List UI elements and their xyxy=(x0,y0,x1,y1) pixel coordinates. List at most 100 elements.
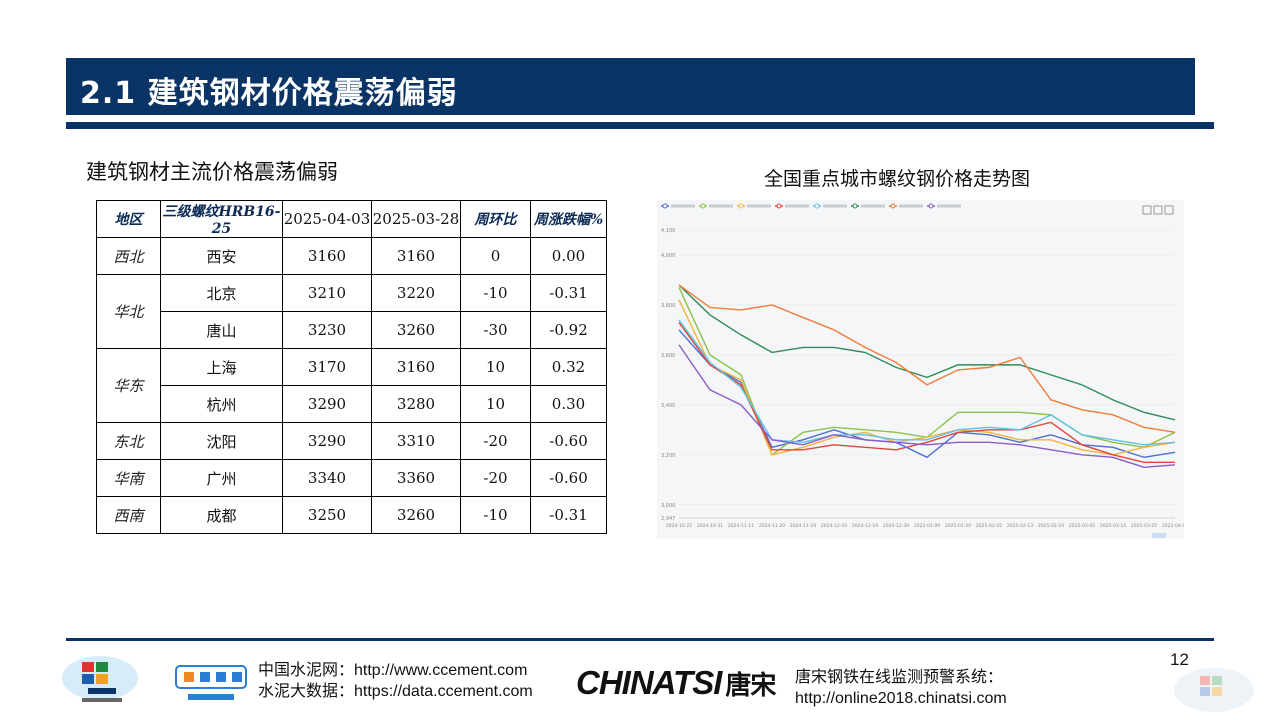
header-current-date: 2025-04-03 xyxy=(282,200,372,238)
ccement-data-link[interactable]: 水泥大数据：https://data.ccement.com xyxy=(258,683,533,700)
pct-cell: -0.31 xyxy=(530,496,607,534)
wow-cell: -10 xyxy=(460,274,531,312)
wow-cell: 10 xyxy=(460,348,531,386)
table-row: 唐山 3230 3260 -30 -0.92 xyxy=(97,311,607,349)
ccement-site-link[interactable]: 中国水泥网：http://www.ccement.com xyxy=(258,662,528,679)
ccement-corner-logo xyxy=(1174,668,1254,712)
legend-label-placeholder xyxy=(671,204,695,208)
city-cell: 唐山 xyxy=(160,311,283,349)
city-cell: 杭州 xyxy=(160,385,283,423)
chinatsi-logo: CHINATSI 唐宋 xyxy=(576,664,776,702)
table-row: 杭州 3290 3280 10 0.30 xyxy=(97,385,607,423)
header-pct: 周涨跌幅% xyxy=(530,200,607,238)
x-tick-label: 2024-12-10 xyxy=(821,523,847,529)
city-cell: 北京 xyxy=(160,274,283,312)
header-rule xyxy=(66,122,1214,129)
chart-type-icon[interactable] xyxy=(1153,205,1163,215)
legend-marker xyxy=(738,203,744,209)
table-row: 华东 上海 3170 3160 10 0.32 xyxy=(96,348,607,423)
wow-cell: -10 xyxy=(460,496,531,534)
city-cell: 上海 xyxy=(160,348,283,386)
current-price-cell: 3340 xyxy=(282,459,372,497)
ccement-logo xyxy=(62,656,138,702)
x-tick-label: 2024-11-29 xyxy=(790,523,816,529)
city-cell: 西安 xyxy=(160,237,283,275)
legend-label-placeholder xyxy=(861,204,885,208)
page-number: 12 xyxy=(1170,650,1189,669)
table-row: 华北 北京 3210 3220 -10 -0.31 xyxy=(96,274,607,349)
x-tick-label: 2025-01-20 xyxy=(945,523,971,529)
legend-label-placeholder xyxy=(823,204,847,208)
legend-label-placeholder xyxy=(899,204,923,208)
price-table: 地区 三级螺纹HRB16-25 2025-04-03 2025-03-28 周环… xyxy=(96,200,607,534)
current-price-cell: 3210 xyxy=(282,274,372,312)
current-price-cell: 3290 xyxy=(282,385,372,423)
y-tick-label: 2,947 xyxy=(661,516,675,522)
y-tick-label: 3,200 xyxy=(661,453,675,459)
legend-marker xyxy=(700,203,706,209)
series-line xyxy=(678,322,1175,463)
x-tick-label: 2024-11-20 xyxy=(759,523,785,529)
y-tick-label: 3,800 xyxy=(661,303,675,309)
region-cell: 西北 xyxy=(96,237,161,275)
chart-legend xyxy=(661,203,961,209)
legend-marker xyxy=(928,203,934,209)
ccement-links: 中国水泥网：http://www.ccement.com 水泥大数据：https… xyxy=(258,660,533,702)
pct-cell: 0.00 xyxy=(530,237,607,275)
legend-marker xyxy=(662,203,668,209)
series-line xyxy=(678,319,1176,446)
chinatsi-links: 唐宋钢铁在线监测预警系统： http://online2018.chinatsi… xyxy=(795,667,1007,709)
previous-price-cell: 3360 xyxy=(371,459,461,497)
pct-cell: 0.30 xyxy=(530,385,607,423)
chinatsi-cn: 唐宋 xyxy=(725,671,776,701)
table-header-row: 地区 三级螺纹HRB16-25 2025-04-03 2025-03-28 周环… xyxy=(96,200,607,238)
x-tick-label: 2024-11-11 xyxy=(728,523,754,529)
x-tick-label: 2025-02-05 xyxy=(976,523,1002,529)
previous-price-cell: 3280 xyxy=(371,385,461,423)
pct-cell: -0.60 xyxy=(530,422,607,460)
y-tick-label: 3,000 xyxy=(661,503,675,509)
x-tick-label: 2025-03-14 xyxy=(1100,523,1126,529)
zoom-icon[interactable] xyxy=(1142,205,1152,215)
series-line xyxy=(678,284,1176,421)
wow-cell: -20 xyxy=(460,459,531,497)
region-cell: 华南 xyxy=(96,459,161,497)
legend-label-placeholder xyxy=(747,204,771,208)
cempi-logo xyxy=(175,665,247,700)
current-price-cell: 3290 xyxy=(282,422,372,460)
chart-canvas: 4,100 4,000 3,800 3,600 3,400 3,200 3,000 2,947… xyxy=(661,203,1184,538)
rebar-price-chart: 4,100 4,000 3,800 3,600 3,400 3,200 3,000 2,947… xyxy=(657,200,1184,539)
table-row: 华南 广州 3340 3360 -20 -0.60 xyxy=(96,459,607,497)
chinatsi-link[interactable]: http://online2018.chinatsi.com xyxy=(795,690,1007,707)
series-line xyxy=(678,284,1176,434)
legend-marker xyxy=(776,203,782,209)
header-wow: 周环比 xyxy=(460,200,531,238)
legend-label-placeholder xyxy=(785,204,809,208)
range-slider-handle[interactable] xyxy=(1152,533,1166,538)
region-cell: 西南 xyxy=(96,496,161,534)
y-tick-label: 3,600 xyxy=(661,353,675,359)
x-tick-label: 2024-12-30 xyxy=(883,523,909,529)
city-cell: 沈阳 xyxy=(160,422,283,460)
y-tick-label: 3,400 xyxy=(661,403,675,409)
table-row: 西南 成都 3250 3260 -10 -0.31 xyxy=(96,496,607,534)
chart-title: 全国重点城市螺纹钢价格走势图 xyxy=(764,168,1031,190)
region-cell: 东北 xyxy=(96,422,161,460)
footer-rule xyxy=(66,638,1214,641)
table-subtitle: 建筑钢材主流价格震荡偏弱 xyxy=(86,160,338,184)
series-line xyxy=(678,329,1176,459)
previous-price-cell: 3260 xyxy=(371,496,461,534)
download-icon[interactable] xyxy=(1164,205,1174,215)
current-price-cell: 3160 xyxy=(282,237,372,275)
chart-toolbox xyxy=(1142,205,1174,215)
x-tick-label: 2025-02-24 xyxy=(1038,523,1064,529)
y-tick-label: 4,100 xyxy=(661,228,675,234)
pct-cell: -0.92 xyxy=(530,311,607,349)
previous-price-cell: 3160 xyxy=(371,237,461,275)
previous-price-cell: 3310 xyxy=(371,422,461,460)
wow-cell: 0 xyxy=(460,237,531,275)
legend-marker xyxy=(814,203,820,209)
city-cell: 成都 xyxy=(160,496,283,534)
pct-cell: 0.32 xyxy=(530,348,607,386)
x-tick-label: 2025-03-05 xyxy=(1069,523,1095,529)
